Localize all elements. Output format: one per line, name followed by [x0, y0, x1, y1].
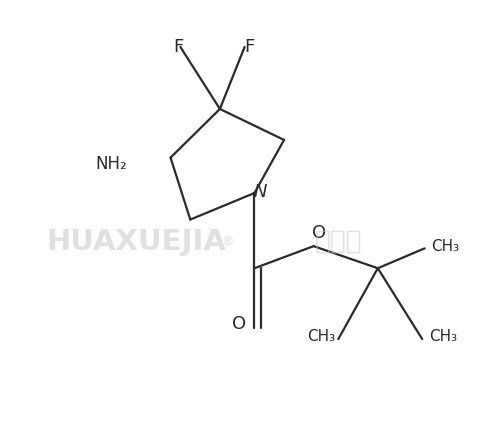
Text: O: O: [232, 314, 246, 332]
Text: F: F: [173, 38, 183, 56]
Text: HUAXUEJIA: HUAXUEJIA: [46, 228, 226, 256]
Text: N: N: [253, 183, 267, 201]
Text: ®: ®: [221, 235, 234, 248]
Text: CH₃: CH₃: [429, 329, 457, 345]
Text: F: F: [245, 38, 254, 56]
Text: 化学加: 化学加: [314, 228, 362, 255]
Text: NH₂: NH₂: [95, 155, 127, 173]
Text: CH₃: CH₃: [431, 239, 460, 254]
Text: O: O: [311, 224, 326, 242]
Text: CH₃: CH₃: [307, 329, 335, 345]
